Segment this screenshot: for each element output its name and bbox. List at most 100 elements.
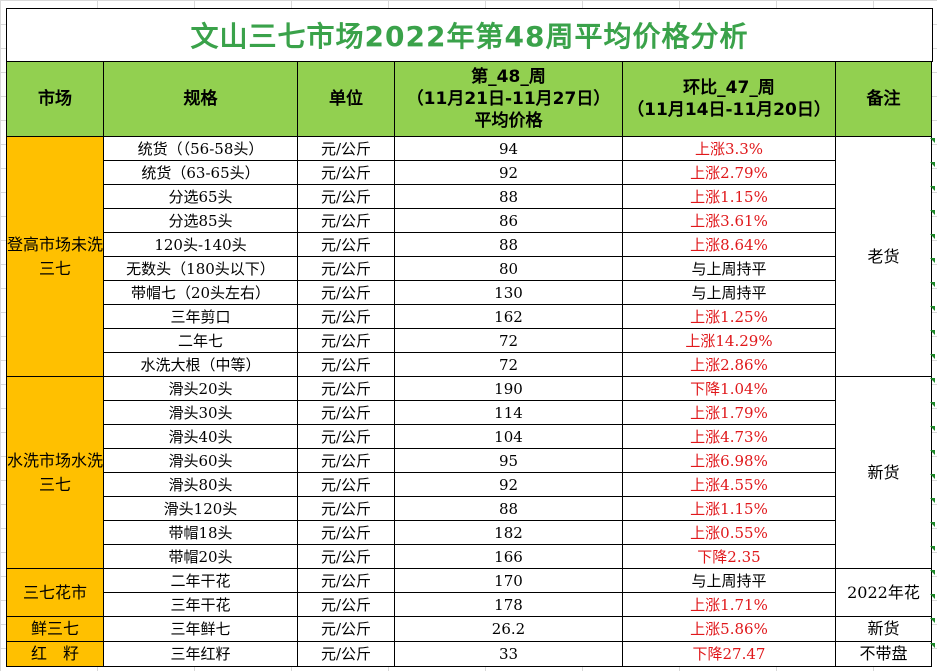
price-cell[interactable]: 72 xyxy=(394,352,623,377)
change-cell[interactable]: 上涨1.15% xyxy=(622,184,836,209)
unit-cell[interactable]: 元/公斤 xyxy=(297,496,395,521)
spec-cell[interactable]: 水洗大根（中等） xyxy=(103,352,298,377)
unit-cell[interactable]: 元/公斤 xyxy=(297,641,395,667)
change-cell[interactable]: 上涨1.15% xyxy=(622,496,836,521)
change-cell[interactable]: 上涨0.55% xyxy=(622,520,836,545)
change-cell[interactable]: 上涨6.98% xyxy=(622,448,836,473)
spec-cell[interactable]: 三年红籽 xyxy=(103,641,298,667)
price-cell[interactable]: 92 xyxy=(394,472,623,497)
unit-cell[interactable]: 元/公斤 xyxy=(297,520,395,545)
price-cell[interactable]: 80 xyxy=(394,256,623,281)
price-cell[interactable]: 88 xyxy=(394,496,623,521)
spec-cell[interactable]: 带帽七（20头左右） xyxy=(103,280,298,305)
change-cell[interactable]: 上涨1.71% xyxy=(622,592,836,617)
unit-cell[interactable]: 元/公斤 xyxy=(297,376,395,401)
price-cell[interactable]: 26.2 xyxy=(394,616,623,642)
spec-cell[interactable]: 二年干花 xyxy=(103,568,298,593)
change-cell[interactable]: 上涨2.86% xyxy=(622,352,836,377)
change-cell[interactable]: 下降1.04% xyxy=(622,376,836,401)
spec-cell[interactable]: 统货（63-65头） xyxy=(103,160,298,185)
price-cell[interactable]: 130 xyxy=(394,280,623,305)
unit-cell[interactable]: 元/公斤 xyxy=(297,208,395,233)
note-cell[interactable]: 不带盘 xyxy=(835,641,932,667)
change-cell[interactable]: 上涨1.79% xyxy=(622,400,836,425)
market-cell[interactable]: 登高市场未洗三七 xyxy=(6,136,104,377)
unit-cell[interactable]: 元/公斤 xyxy=(297,160,395,185)
price-cell[interactable]: 88 xyxy=(394,232,623,257)
header-market[interactable]: 市场 xyxy=(6,61,104,137)
spec-cell[interactable]: 滑头60头 xyxy=(103,448,298,473)
change-cell[interactable]: 上涨5.86% xyxy=(622,616,836,642)
change-cell[interactable]: 上涨3.3% xyxy=(622,136,836,161)
price-cell[interactable]: 104 xyxy=(394,424,623,449)
change-cell[interactable]: 与上周持平 xyxy=(622,256,836,281)
spec-cell[interactable]: 滑头80头 xyxy=(103,472,298,497)
market-cell[interactable]: 鲜三七 xyxy=(6,616,104,642)
unit-cell[interactable]: 元/公斤 xyxy=(297,232,395,257)
spec-cell[interactable]: 带帽20头 xyxy=(103,544,298,569)
price-cell[interactable]: 178 xyxy=(394,592,623,617)
price-cell[interactable]: 162 xyxy=(394,304,623,329)
change-cell[interactable]: 与上周持平 xyxy=(622,568,836,593)
spec-cell[interactable]: 120头-140头 xyxy=(103,232,298,257)
spec-cell[interactable]: 滑头40头 xyxy=(103,424,298,449)
price-cell[interactable]: 166 xyxy=(394,544,623,569)
change-cell[interactable]: 上涨4.55% xyxy=(622,472,836,497)
market-cell[interactable]: 三七花市 xyxy=(6,568,104,617)
price-cell[interactable]: 86 xyxy=(394,208,623,233)
spec-cell[interactable]: 二年七 xyxy=(103,328,298,353)
unit-cell[interactable]: 元/公斤 xyxy=(297,448,395,473)
change-cell[interactable]: 下降27.47 xyxy=(622,641,836,667)
unit-cell[interactable]: 元/公斤 xyxy=(297,280,395,305)
price-cell[interactable]: 88 xyxy=(394,184,623,209)
spec-cell[interactable]: 分选65头 xyxy=(103,184,298,209)
change-cell[interactable]: 上涨14.29% xyxy=(622,328,836,353)
change-cell[interactable]: 与上周持平 xyxy=(622,280,836,305)
unit-cell[interactable]: 元/公斤 xyxy=(297,184,395,209)
change-cell[interactable]: 上涨3.61% xyxy=(622,208,836,233)
change-cell[interactable]: 下降2.35 xyxy=(622,544,836,569)
header-week-price[interactable]: 第_48_周 （11月21日-11月27日） 平均价格 xyxy=(394,61,623,137)
note-cell[interactable]: 新货 xyxy=(835,616,932,642)
note-cell[interactable]: 2022年花 xyxy=(835,568,932,617)
unit-cell[interactable]: 元/公斤 xyxy=(297,544,395,569)
market-cell[interactable]: 红 籽 xyxy=(6,641,104,667)
price-cell[interactable]: 170 xyxy=(394,568,623,593)
spec-cell[interactable]: 滑头30头 xyxy=(103,400,298,425)
unit-cell[interactable]: 元/公斤 xyxy=(297,592,395,617)
price-cell[interactable]: 182 xyxy=(394,520,623,545)
price-cell[interactable]: 33 xyxy=(394,641,623,667)
unit-cell[interactable]: 元/公斤 xyxy=(297,472,395,497)
price-cell[interactable]: 72 xyxy=(394,328,623,353)
price-cell[interactable]: 94 xyxy=(394,136,623,161)
price-cell[interactable]: 190 xyxy=(394,376,623,401)
spec-cell[interactable]: 分选85头 xyxy=(103,208,298,233)
spec-cell[interactable]: 三年干花 xyxy=(103,592,298,617)
market-cell[interactable]: 水洗市场水洗三七 xyxy=(6,376,104,569)
price-cell[interactable]: 92 xyxy=(394,160,623,185)
change-cell[interactable]: 上涨2.79% xyxy=(622,160,836,185)
spec-cell[interactable]: 三年鲜七 xyxy=(103,616,298,642)
header-unit[interactable]: 单位 xyxy=(297,61,395,137)
note-cell[interactable]: 新货 xyxy=(835,376,932,569)
note-cell[interactable]: 老货 xyxy=(835,136,932,377)
spec-cell[interactable]: 滑头20头 xyxy=(103,376,298,401)
unit-cell[interactable]: 元/公斤 xyxy=(297,400,395,425)
header-note[interactable]: 备注 xyxy=(835,61,932,137)
unit-cell[interactable]: 元/公斤 xyxy=(297,616,395,642)
spec-cell[interactable]: 统货（（56-58头） xyxy=(103,136,298,161)
spec-cell[interactable]: 三年剪口 xyxy=(103,304,298,329)
unit-cell[interactable]: 元/公斤 xyxy=(297,352,395,377)
change-cell[interactable]: 上涨8.64% xyxy=(622,232,836,257)
price-cell[interactable]: 95 xyxy=(394,448,623,473)
unit-cell[interactable]: 元/公斤 xyxy=(297,304,395,329)
spec-cell[interactable]: 滑头120头 xyxy=(103,496,298,521)
spec-cell[interactable]: 无数头（180头以下） xyxy=(103,256,298,281)
header-mom[interactable]: 环比_47_周 （11月14日-11月20日） xyxy=(622,61,836,137)
price-cell[interactable]: 114 xyxy=(394,400,623,425)
change-cell[interactable]: 上涨1.25% xyxy=(622,304,836,329)
unit-cell[interactable]: 元/公斤 xyxy=(297,136,395,161)
unit-cell[interactable]: 元/公斤 xyxy=(297,256,395,281)
unit-cell[interactable]: 元/公斤 xyxy=(297,424,395,449)
change-cell[interactable]: 上涨4.73% xyxy=(622,424,836,449)
